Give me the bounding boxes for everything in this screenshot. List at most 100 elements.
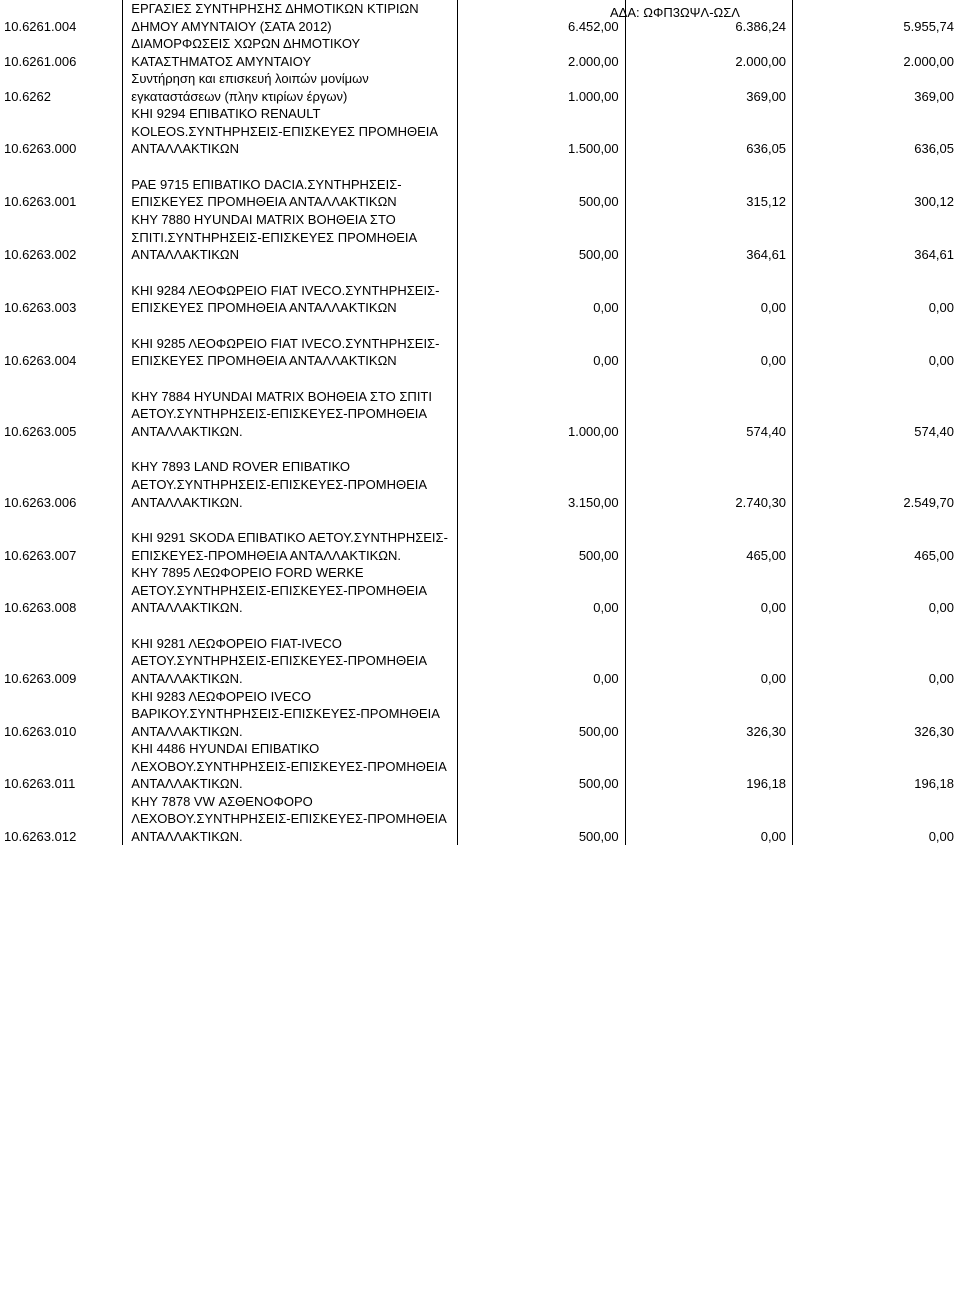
row-val2: 465,00	[625, 529, 792, 564]
row-val1: 500,00	[458, 740, 625, 793]
row-val3: 574,40	[793, 388, 960, 441]
table-row: 10.6263.009ΚΗΙ 9281 ΛΕΩΦΟΡΕΙΟ FIAT-IVECO…	[0, 635, 960, 688]
table-row: 10.6263.003ΚΗΙ 9284 ΛΕΟΦΩΡΕΙΟ FIAT IVECO…	[0, 282, 960, 317]
row-code: 10.6261.004	[0, 0, 123, 35]
row-val1: 500,00	[458, 688, 625, 741]
row-val3: 636,05	[793, 105, 960, 158]
table-gap	[0, 264, 960, 282]
row-val2: 574,40	[625, 388, 792, 441]
row-val2: 2.740,30	[625, 458, 792, 511]
row-desc: ΚΗΙ 9283 ΛΕΩΦΟΡΕΙΟ IVECO ΒΑΡΙΚΟΥ.ΣΥΝΤΗΡΗ…	[123, 688, 458, 741]
row-code: 10.6263.007	[0, 529, 123, 564]
table-row: 10.6261.006ΔΙΑΜΟΡΦΩΣΕΙΣ ΧΩΡΩΝ ΔΗΜΟΤΙΚΟΥ …	[0, 35, 960, 70]
table-row: 10.6263.007ΚΗΙ 9291 SKODA ΕΠΙΒΑΤΙΚΟ ΑΕΤΟ…	[0, 529, 960, 564]
table-gap	[0, 158, 960, 176]
row-val1: 0,00	[458, 635, 625, 688]
table-gap	[0, 370, 960, 388]
row-val1: 500,00	[458, 529, 625, 564]
row-val1: 2.000,00	[458, 35, 625, 70]
row-val3: 300,12	[793, 176, 960, 211]
row-val2: 0,00	[625, 635, 792, 688]
table-row: 10.6263.002ΚΗΥ 7880 HYUNDAI MATRIX ΒΟΗΘΕ…	[0, 211, 960, 264]
row-val2: 2.000,00	[625, 35, 792, 70]
table-gap	[0, 511, 960, 529]
table-row: 10.6263.001ΡΑΕ 9715 ΕΠΙΒΑΤΙΚΟ DACIA.ΣΥΝΤ…	[0, 176, 960, 211]
row-val2: 0,00	[625, 564, 792, 617]
row-val3: 364,61	[793, 211, 960, 264]
table-gap	[0, 317, 960, 335]
table-row: 10.6263.008ΚΗΥ 7895 ΛΕΩΦΟΡΕΙΟ FORD WERKE…	[0, 564, 960, 617]
row-val3: 0,00	[793, 793, 960, 846]
row-val2: 636,05	[625, 105, 792, 158]
row-code: 10.6263.002	[0, 211, 123, 264]
row-desc: ΚΗΙ 9285 ΛΕΟΦΩΡΕΙΟ FIAT IVECO.ΣΥΝΤΗΡΗΣΕΙ…	[123, 335, 458, 370]
table-row: 10.6262Συντήρηση και επισκευή λοιπών μον…	[0, 70, 960, 105]
row-val1: 500,00	[458, 176, 625, 211]
row-desc: ΚΗΙ 9294 ΕΠΙΒΑΤΙΚΟ RENAULT KOLEOS.ΣΥΝΤΗΡ…	[123, 105, 458, 158]
row-val3: 0,00	[793, 635, 960, 688]
row-desc: ΚΗΙ 4486 HYUNDAI ΕΠΙΒΑΤΙΚΟ ΛΕΧΟΒΟΥ.ΣΥΝΤΗ…	[123, 740, 458, 793]
table-row: 10.6263.010ΚΗΙ 9283 ΛΕΩΦΟΡΕΙΟ IVECO ΒΑΡΙ…	[0, 688, 960, 741]
row-val1: 1.000,00	[458, 388, 625, 441]
row-val3: 0,00	[793, 282, 960, 317]
row-desc: ΔΙΑΜΟΡΦΩΣΕΙΣ ΧΩΡΩΝ ΔΗΜΟΤΙΚΟΥ ΚΑΤΑΣΤΗΜΑΤΟ…	[123, 35, 458, 70]
row-val2: 0,00	[625, 335, 792, 370]
row-val2: 0,00	[625, 793, 792, 846]
table-row: 10.6263.011ΚΗΙ 4486 HYUNDAI ΕΠΙΒΑΤΙΚΟ ΛΕ…	[0, 740, 960, 793]
row-val3: 465,00	[793, 529, 960, 564]
row-val1: 0,00	[458, 335, 625, 370]
table-row: 10.6263.005ΚΗΥ 7884 HYUNDAI MATRIX ΒΟΗΘΕ…	[0, 388, 960, 441]
row-val1: 1.000,00	[458, 70, 625, 105]
row-val3: 2.549,70	[793, 458, 960, 511]
row-desc: ΚΗΙ 9291 SKODA ΕΠΙΒΑΤΙΚΟ ΑΕΤΟΥ.ΣΥΝΤΗΡΗΣΕ…	[123, 529, 458, 564]
row-val3: 369,00	[793, 70, 960, 105]
row-val1: 3.150,00	[458, 458, 625, 511]
row-val2: 369,00	[625, 70, 792, 105]
row-val1: 1.500,00	[458, 105, 625, 158]
row-desc: ΚΗΥ 7878 VW ΑΣΘΕΝΟΦΟΡΟ ΛΕΧΟΒΟΥ.ΣΥΝΤΗΡΗΣΕ…	[123, 793, 458, 846]
row-val3: 5.955,74	[793, 0, 960, 35]
row-desc: ΚΗΥ 7893 LAND ROVER ΕΠΙΒΑΤΙΚΟ ΑΕΤΟΥ.ΣΥΝΤ…	[123, 458, 458, 511]
row-code: 10.6263.000	[0, 105, 123, 158]
row-code: 10.6261.006	[0, 35, 123, 70]
row-desc: ΚΗΥ 7884 HYUNDAI MATRIX ΒΟΗΘΕΙΑ ΣΤΟ ΣΠΙΤ…	[123, 388, 458, 441]
row-val2: 196,18	[625, 740, 792, 793]
row-code: 10.6263.006	[0, 458, 123, 511]
ada-header: ΑΔΑ: ΩΦΠ3ΩΨΛ-ΩΣΛ	[610, 5, 740, 20]
row-val3: 0,00	[793, 335, 960, 370]
row-code: 10.6263.012	[0, 793, 123, 846]
row-code: 10.6263.009	[0, 635, 123, 688]
row-val2: 315,12	[625, 176, 792, 211]
row-val1: 0,00	[458, 564, 625, 617]
data-table: 10.6261.004ΕΡΓΑΣΙΕΣ ΣΥΝΤΗΡΗΣΗΣ ΔΗΜΟΤΙΚΩΝ…	[0, 0, 960, 845]
table-gap	[0, 440, 960, 458]
row-val2: 326,30	[625, 688, 792, 741]
row-val1: 500,00	[458, 211, 625, 264]
row-desc: ΚΗΙ 9281 ΛΕΩΦΟΡΕΙΟ FIAT-IVECO ΑΕΤΟΥ.ΣΥΝΤ…	[123, 635, 458, 688]
row-val1: 0,00	[458, 282, 625, 317]
row-val3: 196,18	[793, 740, 960, 793]
row-val3: 0,00	[793, 564, 960, 617]
row-code: 10.6263.011	[0, 740, 123, 793]
row-code: 10.6262	[0, 70, 123, 105]
table-row: 10.6263.012ΚΗΥ 7878 VW ΑΣΘΕΝΟΦΟΡΟ ΛΕΧΟΒΟ…	[0, 793, 960, 846]
table-row: 10.6263.006ΚΗΥ 7893 LAND ROVER ΕΠΙΒΑΤΙΚΟ…	[0, 458, 960, 511]
table-gap	[0, 617, 960, 635]
row-code: 10.6263.010	[0, 688, 123, 741]
row-val3: 2.000,00	[793, 35, 960, 70]
row-desc: ΡΑΕ 9715 ΕΠΙΒΑΤΙΚΟ DACIA.ΣΥΝΤΗΡΗΣΕΙΣ-ΕΠΙ…	[123, 176, 458, 211]
row-code: 10.6263.004	[0, 335, 123, 370]
row-val1: 500,00	[458, 793, 625, 846]
row-val2: 0,00	[625, 282, 792, 317]
row-code: 10.6263.005	[0, 388, 123, 441]
row-desc: Συντήρηση και επισκευή λοιπών μονίμων εγ…	[123, 70, 458, 105]
table-row: 10.6261.004ΕΡΓΑΣΙΕΣ ΣΥΝΤΗΡΗΣΗΣ ΔΗΜΟΤΙΚΩΝ…	[0, 0, 960, 35]
row-val2: 364,61	[625, 211, 792, 264]
row-val3: 326,30	[793, 688, 960, 741]
row-code: 10.6263.001	[0, 176, 123, 211]
table-row: 10.6263.004ΚΗΙ 9285 ΛΕΟΦΩΡΕΙΟ FIAT IVECO…	[0, 335, 960, 370]
row-desc: ΚΗΥ 7880 HYUNDAI MATRIX ΒΟΗΘΕΙΑ ΣΤΟ ΣΠΙΤ…	[123, 211, 458, 264]
row-desc: ΚΗΥ 7895 ΛΕΩΦΟΡΕΙΟ FORD WERKE ΑΕΤΟΥ.ΣΥΝΤ…	[123, 564, 458, 617]
row-code: 10.6263.003	[0, 282, 123, 317]
row-val1: 6.452,00	[458, 0, 625, 35]
